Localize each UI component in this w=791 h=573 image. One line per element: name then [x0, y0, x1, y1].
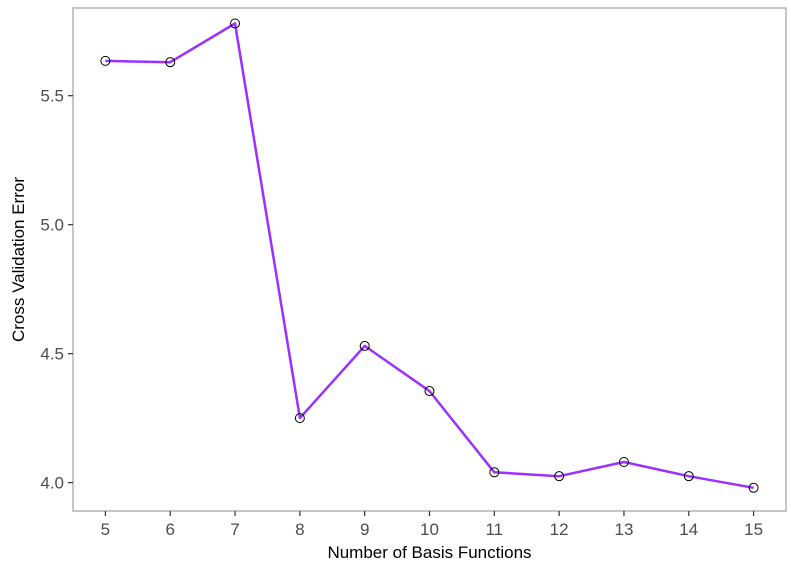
x-tick-label: 15 — [744, 520, 763, 539]
x-axis-title: Number of Basis Functions — [327, 543, 531, 562]
x-tick-label: 9 — [360, 520, 369, 539]
data-point — [554, 471, 565, 482]
data-point — [165, 57, 176, 68]
x-tick-label: 8 — [295, 520, 304, 539]
y-tick-label: 4.0 — [40, 474, 64, 493]
data-points — [100, 18, 759, 493]
x-tick-label: 14 — [679, 520, 698, 539]
y-axis-ticks: 4.0 4.5 5.0 5.5 — [40, 87, 73, 493]
data-point — [100, 55, 111, 66]
x-axis-ticks: 5 6 7 8 9 10 11 12 13 14 15 — [101, 511, 763, 539]
data-point — [683, 471, 694, 482]
data-point — [230, 18, 241, 29]
data-point — [618, 456, 629, 467]
y-axis-title: Cross Validation Error — [9, 177, 28, 342]
data-point — [424, 386, 435, 397]
x-tick-label: 13 — [614, 520, 633, 539]
data-point — [294, 413, 305, 424]
x-tick-label: 11 — [485, 520, 503, 539]
x-tick-label: 6 — [165, 520, 174, 539]
x-tick-label: 12 — [550, 520, 569, 539]
y-tick-label: 5.5 — [40, 87, 64, 106]
data-point — [489, 467, 500, 478]
data-point — [748, 482, 759, 493]
y-tick-label: 4.5 — [40, 345, 64, 364]
series-line — [105, 22, 754, 490]
data-point — [359, 340, 370, 351]
x-tick-label: 7 — [230, 520, 239, 539]
x-tick-label: 10 — [420, 520, 439, 539]
y-tick-label: 5.0 — [40, 216, 64, 235]
x-tick-label: 5 — [101, 520, 110, 539]
